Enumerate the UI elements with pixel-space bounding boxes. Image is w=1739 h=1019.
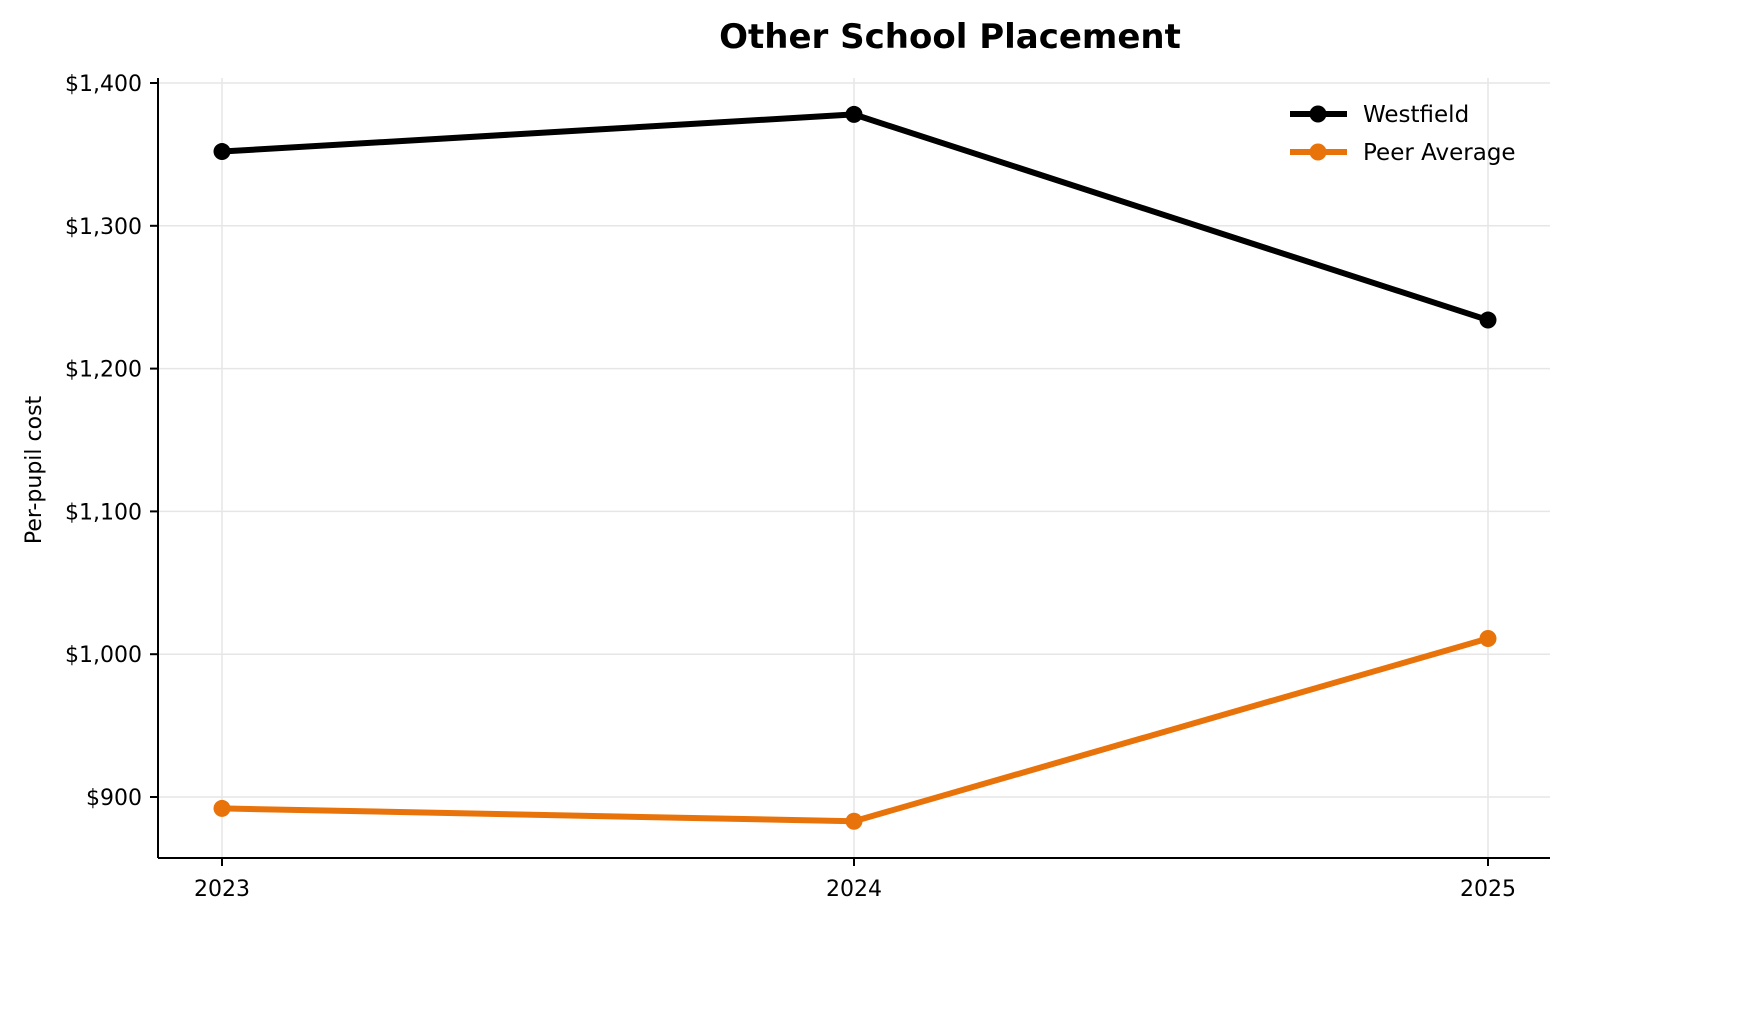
legend-marker-icon (1309, 105, 1327, 123)
x-axis-ticks: 2023 2024 2025 (194, 858, 1516, 902)
legend-label: Peer Average (1363, 140, 1516, 166)
data-point-marker (845, 812, 863, 830)
y-tick-label: $1,200 (65, 358, 142, 383)
grid-lines (158, 78, 1550, 858)
series-line (221, 635, 1489, 825)
data-point-marker (845, 105, 863, 123)
data-series (213, 105, 1497, 830)
legend-item: Peer Average (1290, 140, 1516, 166)
x-tick-label: 2025 (1460, 877, 1516, 902)
data-point-marker (1479, 311, 1497, 329)
x-tick-label: 2023 (194, 877, 250, 902)
x-tick-label: 2024 (826, 877, 882, 902)
data-point-marker (213, 799, 231, 817)
legend-label: Westfield (1363, 102, 1469, 128)
y-tick-label: $1,400 (65, 72, 142, 97)
y-tick-label: $1,000 (65, 643, 142, 668)
legend-item: Westfield (1290, 102, 1469, 128)
series-westfield (213, 105, 1497, 329)
y-tick-label: $1,100 (65, 500, 142, 525)
y-tick-label: $1,300 (65, 215, 142, 240)
data-point-marker (1479, 629, 1497, 647)
chart-title: Other School Placement (719, 17, 1181, 57)
y-axis-ticks: $900 $1,000 $1,100 $1,200 $1,300 $1,400 (65, 72, 158, 811)
legend-marker-icon (1309, 143, 1327, 161)
y-tick-label: $900 (86, 786, 142, 811)
data-point-marker (213, 143, 231, 161)
y-axis-label: Per-pupil cost (22, 395, 47, 544)
series-peer-average (213, 629, 1497, 830)
legend: Westfield Peer Average (1290, 102, 1516, 166)
series-line (221, 111, 1489, 323)
